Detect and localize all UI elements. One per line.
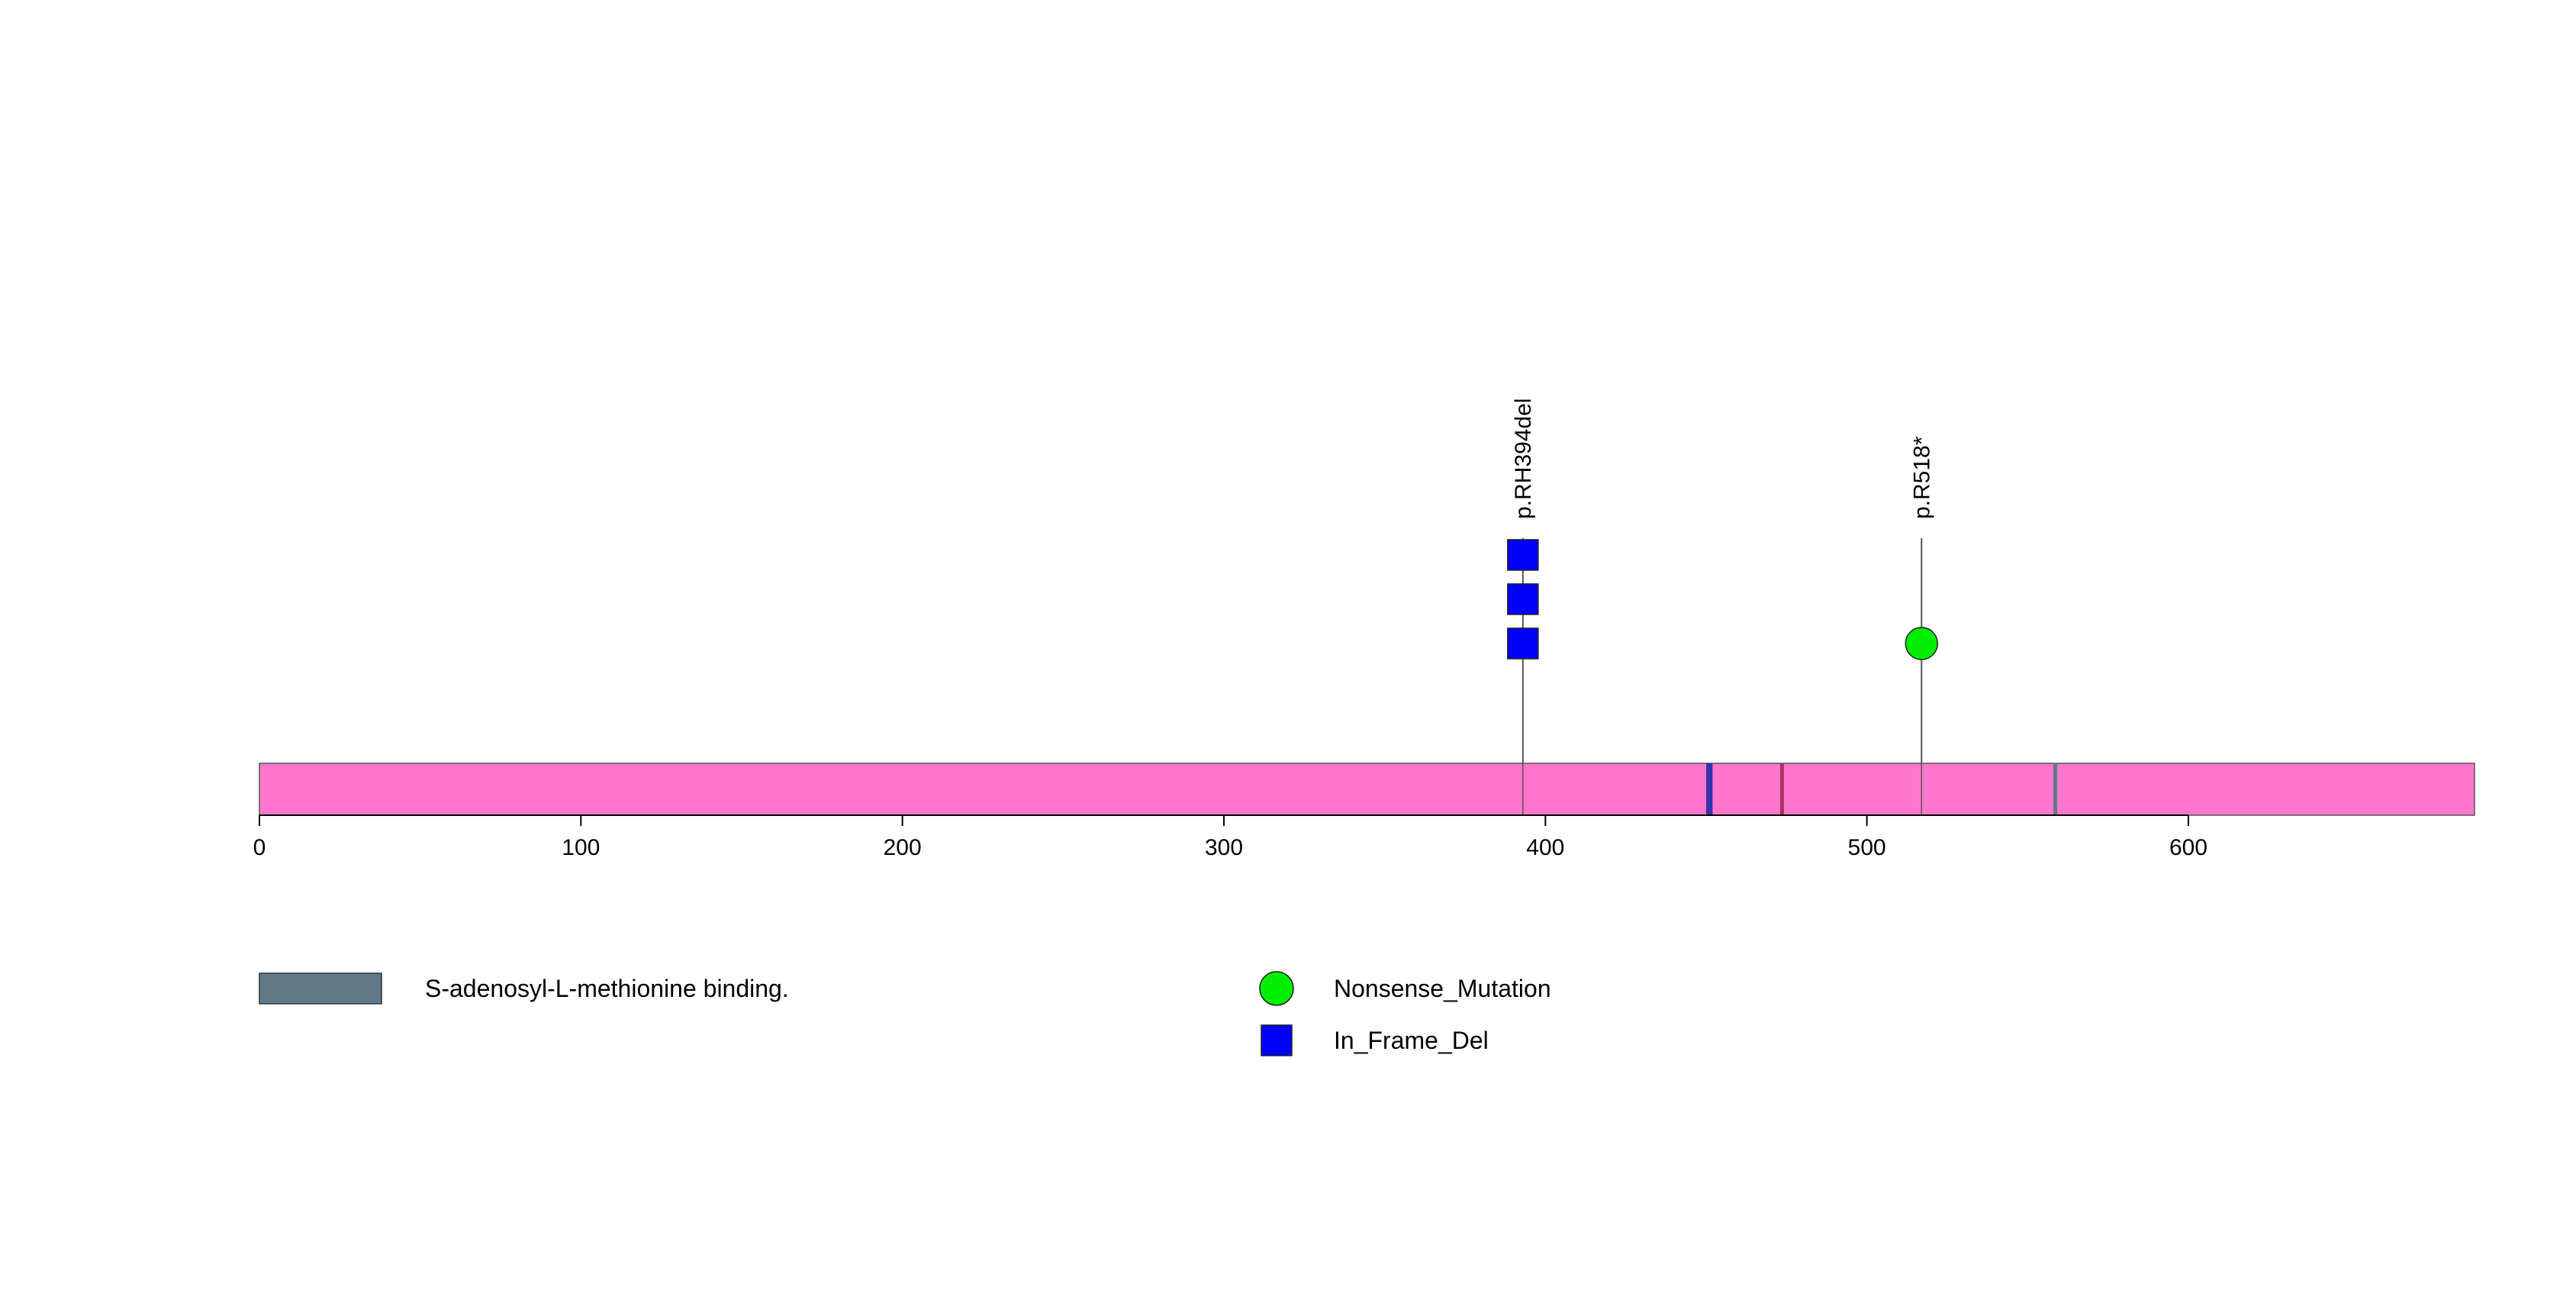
legend-nonsense-mutation-symbol	[1259, 971, 1294, 1006]
x-tick-label: 100	[562, 835, 600, 860]
mutation-layer: p.RH394del p.R518*	[1507, 398, 1939, 815]
legend-mutation-label: Nonsense_Mutation	[1334, 975, 1551, 1002]
legend-region-swatch	[259, 972, 382, 1005]
x-axis: 0 100 200 300 400 500 600	[253, 814, 2207, 860]
x-tick-label: 300	[1205, 835, 1243, 860]
protein-layer	[259, 763, 2475, 816]
x-tick-label: 400	[1526, 835, 1564, 860]
protein-bar	[259, 763, 2475, 816]
legend-region-label: S-adenosyl-L-methionine binding.	[425, 975, 789, 1002]
legend-in-frame-del-symbol	[1261, 1024, 1293, 1056]
domain-region	[1779, 763, 1784, 815]
in-frame-del-marker	[1507, 583, 1539, 615]
nonsense-mutation-marker	[1905, 627, 1939, 660]
legend-mutation-label: In_Frame_Del	[1334, 1027, 1489, 1054]
mutation-label: p.RH394del	[1511, 398, 1536, 519]
domain-region	[2053, 763, 2058, 815]
legend: S-adenosyl-L-methionine binding. Nonsense…	[259, 971, 1551, 1056]
x-tick-label: 500	[1848, 835, 1886, 860]
in-frame-del-marker	[1507, 627, 1539, 660]
x-tick-label: 0	[253, 835, 266, 860]
x-tick-label: 600	[2169, 835, 2207, 860]
x-tick-label: 200	[884, 835, 922, 860]
mutation-label: p.R518*	[1909, 436, 1934, 519]
in-frame-del-marker	[1507, 539, 1539, 571]
domain-region	[1706, 763, 1713, 815]
